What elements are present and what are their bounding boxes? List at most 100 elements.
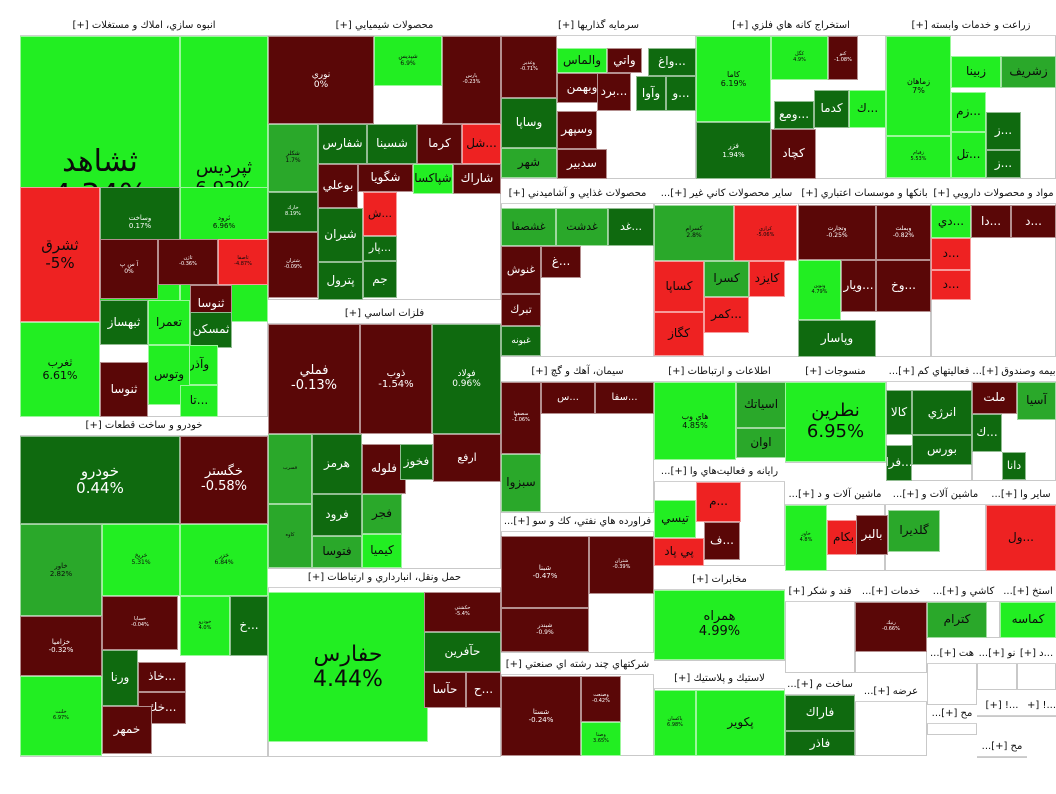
sector-header[interactable]: فراورده هاي نفتي، كك و سو [+]... [501, 513, 654, 532]
stock-tile[interactable]: خودرو 4.0% [180, 596, 230, 656]
stock-tile[interactable]: ...ز [986, 112, 1021, 150]
stock-tile[interactable]: آ س پ 0% [100, 239, 158, 299]
stock-tile[interactable]: ...د [1011, 205, 1056, 238]
sector-header[interactable]: فعاليتهاي كم [+]... [886, 363, 972, 382]
sector-header[interactable]: هت [+]... [927, 645, 977, 664]
stock-tile[interactable]: ثنوسا [100, 362, 148, 417]
stock-tile[interactable]: هرمز [312, 434, 362, 494]
stock-tile[interactable]: تعمرا [148, 300, 190, 345]
stock-tile[interactable]: كسرا [704, 261, 749, 297]
stock-tile[interactable]: ثاصفا -4.87% [218, 239, 268, 285]
stock-tile[interactable]: شسينا [367, 124, 417, 164]
stock-tile[interactable]: خاور 2.82% [20, 524, 102, 616]
stock-tile[interactable]: ...م [696, 482, 741, 522]
sector-header[interactable]: مح [+]... [927, 705, 977, 724]
stock-tile[interactable]: كگاز [654, 312, 704, 356]
stock-tile[interactable]: جم [363, 261, 397, 298]
stock-tile[interactable]: ...شل [462, 124, 501, 164]
sector-header[interactable]: مخابرات [+] [654, 571, 785, 590]
stock-tile[interactable]: ...ول [986, 505, 1056, 571]
stock-tile[interactable]: بورس [912, 435, 972, 465]
stock-tile[interactable]: فرود [312, 494, 362, 536]
sector-header[interactable]: ماشين آلات و د [+]... [785, 486, 885, 505]
stock-tile[interactable]: انرژي [912, 390, 972, 435]
stock-tile[interactable]: شبنا -0.47% [501, 536, 589, 608]
stock-tile[interactable]: ...خ [230, 596, 268, 656]
stock-tile[interactable]: تبرك [501, 294, 541, 326]
stock-tile[interactable]: شبندر -0.9% [501, 608, 589, 652]
stock-tile[interactable]: ...س [541, 382, 595, 414]
stock-tile[interactable]: تيسي [654, 500, 696, 538]
stock-tile[interactable]: حكشتي -5.4% [424, 592, 501, 632]
stock-tile[interactable]: ثاژن -0.36% [158, 239, 218, 285]
stock-tile[interactable]: والماس [557, 48, 607, 73]
sector-header[interactable]: انبوه سازي، املاك و مستغلات [+] [20, 17, 268, 36]
sector-header[interactable]: محصولات شيميايي [+] [268, 17, 501, 36]
stock-tile[interactable]: ...پار [363, 236, 397, 261]
sector-header[interactable]: زراعت و خدمات وابسته [+] [886, 17, 1056, 36]
stock-tile[interactable]: كرازي -5.06% [734, 205, 797, 261]
stock-tile[interactable]: غبونه [501, 326, 541, 356]
stock-tile[interactable]: غشصفا [501, 208, 556, 246]
stock-tile[interactable]: بالبر [856, 515, 888, 555]
sector-header[interactable]: فلزات اساسي [+] [268, 305, 501, 324]
stock-tile[interactable]: شپديس 6.9% [374, 36, 442, 86]
stock-tile[interactable]: خمهر [102, 706, 152, 754]
sector-header[interactable]: كاشي و [+]... [927, 583, 1000, 602]
stock-tile[interactable]: سدبير [557, 149, 607, 179]
sector-header[interactable]: استخ [+]... [1000, 583, 1056, 602]
stock-tile[interactable]: نوري 0% [268, 36, 374, 124]
stock-tile[interactable]: ...زم [951, 92, 986, 132]
stock-tile[interactable]: واتي [607, 48, 642, 73]
sector-header[interactable]: حمل ونقل، انبارداري و ارتباطات [+] [268, 569, 501, 588]
stock-tile[interactable]: وصنا 3.65% [581, 722, 621, 756]
stock-tile[interactable]: ...ومع [774, 101, 814, 129]
stock-tile[interactable]: شتران -0.09% [268, 232, 318, 298]
sector-header[interactable]: سرمايه گذاريها [+] [501, 17, 696, 36]
stock-tile[interactable]: كاما 6.19% [696, 36, 771, 122]
stock-tile[interactable]: ...خاذ [138, 662, 186, 692]
stock-tile[interactable]: ...فرا [886, 445, 912, 481]
sector-header[interactable]: ساير محصولات كاني غير [+]... [654, 185, 799, 204]
sector-header[interactable]: محصولات غذايي و آشاميدني [+] [501, 185, 654, 204]
stock-tile[interactable]: دانا [1002, 452, 1026, 480]
stock-tile[interactable]: كترام [927, 602, 987, 638]
stock-tile[interactable]: ...برد [597, 73, 631, 111]
stock-tile[interactable]: ...ك [972, 414, 1002, 452]
stock-tile[interactable]: خارك 8.19% [268, 192, 318, 232]
stock-tile[interactable]: خزر 6.84% [180, 524, 268, 596]
stock-tile[interactable]: وآوا [636, 76, 666, 111]
stock-tile[interactable]: فملي -0.13% [268, 324, 360, 434]
stock-tile[interactable]: وساپا [501, 98, 557, 148]
stock-tile[interactable]: كچاد [771, 129, 816, 179]
stock-tile[interactable]: ثمسكن [190, 312, 232, 348]
sector-header[interactable]: مح [+]... [977, 738, 1027, 757]
stock-tile[interactable]: ثغرب 6.61% [20, 322, 100, 417]
stock-tile[interactable]: ارفع [433, 434, 501, 482]
stock-tile[interactable]: پارس -0.23% [442, 36, 501, 124]
stock-tile[interactable]: كنو -1.08% [828, 36, 858, 80]
sector-header[interactable]: ...د [+] [1017, 645, 1056, 664]
stock-tile[interactable]: خودرو 0.44% [20, 436, 180, 524]
sector-header[interactable]: استخراج كانه هاي فلزي [+] [696, 17, 886, 36]
stock-tile[interactable]: ...ش [363, 192, 397, 236]
stock-tile[interactable]: شپاكسا [413, 164, 453, 194]
stock-tile[interactable]: ...ف [704, 522, 740, 560]
stock-tile[interactable]: زماهان 7% [886, 36, 951, 136]
stock-tile[interactable]: ...ويار [841, 260, 876, 312]
stock-tile[interactable]: شكلر 1.7% [268, 124, 318, 192]
stock-tile[interactable]: حفارس 4.44% [268, 592, 428, 742]
stock-tile[interactable]: خگستر -0.58% [180, 436, 268, 524]
stock-tile[interactable]: شفارس [318, 124, 367, 164]
stock-tile[interactable]: آسيا [1017, 382, 1056, 420]
stock-tile[interactable]: زشريف [1001, 56, 1056, 88]
stock-tile[interactable]: ...تا [180, 385, 218, 417]
stock-tile[interactable]: پي پاد [654, 538, 704, 566]
stock-tile[interactable]: فولاد 0.96% [432, 324, 501, 434]
sector-header[interactable]: رايانه و فعاليت‌هاي وا [+]... [654, 463, 785, 482]
stock-tile[interactable]: زقيام 5.53% [886, 136, 951, 178]
stock-tile[interactable]: كدما [814, 90, 849, 128]
stock-tile[interactable]: فخوز [400, 444, 433, 480]
stock-tile[interactable]: گلديرا [888, 510, 940, 552]
stock-tile[interactable]: كرما [417, 124, 462, 164]
